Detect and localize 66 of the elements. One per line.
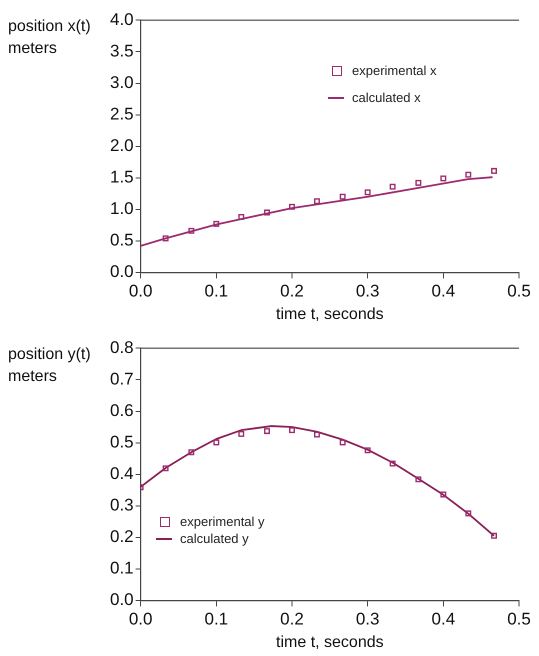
legend-label: calculated x [352,90,421,105]
point [289,204,295,210]
point [340,439,346,446]
y-tick-label: 0.5 [110,230,134,250]
y-tick-label: 2.0 [110,136,134,155]
y-tick-label: 0.6 [110,400,134,420]
y-tick-label: 0.1 [110,558,134,578]
y-tick-label: 0.3 [110,496,134,515]
y-axis-title: position x(t) meters [8,17,92,59]
point [364,447,371,454]
x-tick-label: 0.4 [432,609,456,628]
x-tick-label: 0.3 [356,281,380,300]
y-axis-title: position y(t) meters [8,345,92,387]
point [188,449,194,456]
y-tick-label: 0.7 [110,369,134,388]
point [465,172,472,178]
x-tick-label: 0.2 [280,281,304,300]
x-tick-label: 0.1 [204,609,228,628]
point [238,214,244,220]
point [491,532,497,539]
point [440,492,446,498]
x-axis-title: time t, seconds [276,306,384,323]
x-tick-label: 0.0 [128,281,152,300]
point [390,460,396,467]
y-tick-label: 3.5 [110,41,134,60]
point [188,228,194,234]
x-tick-label: 0.5 [507,609,531,628]
point [491,168,497,174]
point [465,510,472,516]
y-tick-label: 4.0 [110,10,134,29]
y-tick-label: 1.0 [110,199,134,218]
point [213,220,220,227]
x-tick-label: 0.3 [356,609,380,628]
point [264,210,270,216]
point [289,427,295,434]
point [213,439,220,446]
y-tick-label: 0.8 [110,338,134,357]
y-tick-label: 2.5 [110,104,134,124]
legend-label: experimental y [180,514,265,529]
point [264,428,270,434]
y-tick-label: 0.0 [110,262,134,282]
point [314,432,320,438]
y-tick-label: 3.0 [110,72,134,92]
y-tick-label: 1.5 [110,168,134,187]
x-tick-label: 0.1 [204,281,228,300]
point [162,465,169,472]
x-tick-label: 0.0 [128,609,152,628]
y-tick-label: 0.0 [110,590,134,610]
x-tick-label: 0.5 [507,281,531,300]
y-tick-label: 0.2 [110,527,134,546]
legend-label: calculated y [180,531,249,546]
point [440,175,446,182]
point [364,189,371,196]
point [314,198,320,204]
point [415,476,422,482]
point [390,184,396,190]
x-axis-title: time t, seconds [276,634,384,651]
point [340,194,346,200]
x-tick-label: 0.2 [280,609,304,628]
y-tick-label: 0.4 [110,464,134,483]
y-tick-label: 0.5 [110,432,134,452]
point [162,235,169,242]
point [415,180,422,186]
x-tick-label: 0.4 [432,281,456,300]
point [238,430,244,437]
legend-label: experimental x [352,63,437,78]
